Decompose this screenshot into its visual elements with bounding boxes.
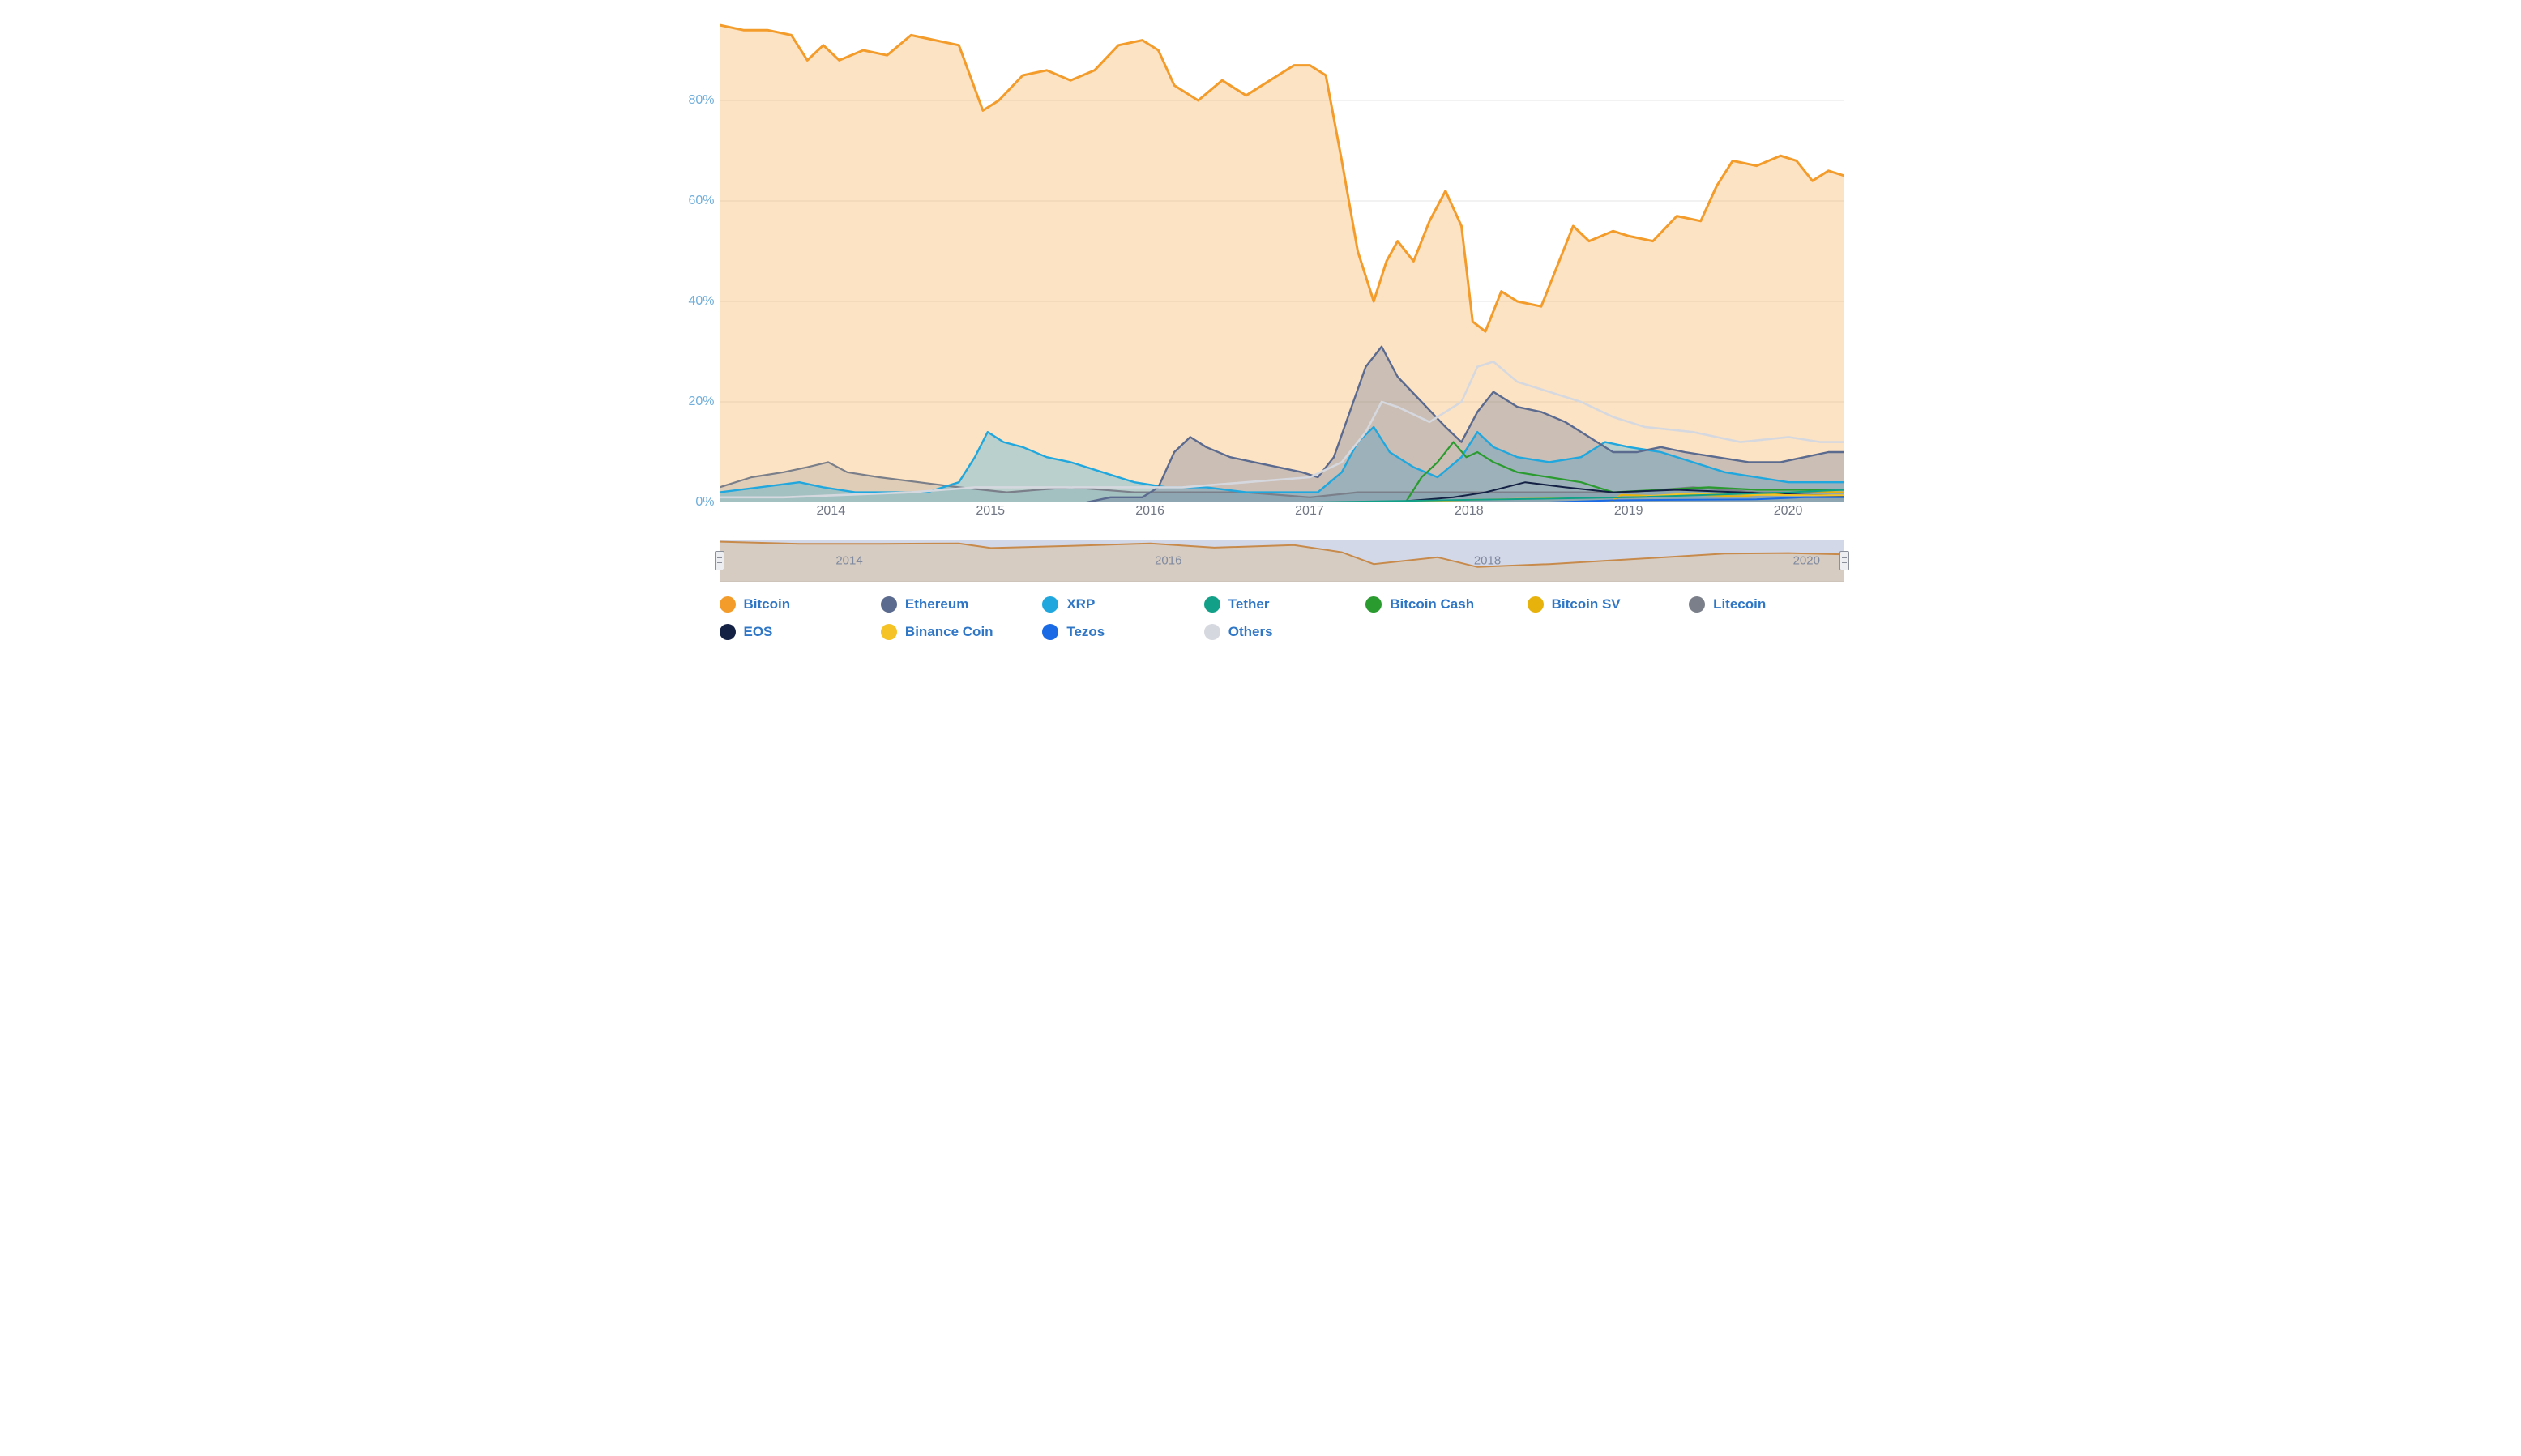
legend-item-tether[interactable]: Tether (1204, 596, 1359, 613)
legend-label: Others (1228, 624, 1273, 640)
legend-item-tezos[interactable]: Tezos (1042, 624, 1197, 640)
range-navigator[interactable]: 2014201620182020 (720, 540, 1844, 582)
legend-label: Bitcoin (744, 596, 791, 613)
legend-label: Ethereum (905, 596, 968, 613)
legend-label: Litecoin (1713, 596, 1766, 613)
plot-area[interactable] (720, 0, 1844, 502)
legend-item-binancecoin[interactable]: Binance Coin (881, 624, 1036, 640)
legend-item-xrp[interactable]: XRP (1042, 596, 1197, 613)
x-tick: 2014 (817, 504, 846, 519)
y-tick: 20% (688, 395, 714, 409)
legend-item-bitcoincash[interactable]: Bitcoin Cash (1365, 596, 1520, 613)
legend-label: Tether (1228, 596, 1270, 613)
legend-dot-icon (720, 624, 736, 640)
x-tick: 2020 (1774, 504, 1803, 519)
legend-label: Bitcoin Cash (1390, 596, 1474, 613)
legend-label: EOS (744, 624, 773, 640)
chart-container: 0%20%40%60%80% 2014201520162017201820192… (669, 0, 1852, 648)
legend-dot-icon (1528, 596, 1544, 613)
legend-item-bitcoinsv[interactable]: Bitcoin SV (1528, 596, 1682, 613)
legend-dot-icon (1204, 624, 1220, 640)
legend-dot-icon (881, 624, 897, 640)
legend-label: Binance Coin (905, 624, 993, 640)
x-tick: 2016 (1135, 504, 1164, 519)
y-tick: 0% (695, 495, 714, 510)
legend-item-others[interactable]: Others (1204, 624, 1359, 640)
legend-label: XRP (1066, 596, 1095, 613)
legend-label: Bitcoin SV (1552, 596, 1621, 613)
legend-dot-icon (1042, 624, 1058, 640)
range-handle-left[interactable] (715, 551, 724, 570)
legend: Bitcoin Ethereum XRP Tether Bitcoin Cash Bitc… (677, 596, 1844, 640)
legend-dot-icon (881, 596, 897, 613)
legend-item-bitcoin[interactable]: Bitcoin (720, 596, 874, 613)
y-tick: 40% (688, 294, 714, 309)
y-axis: 0%20%40%60%80% (677, 0, 720, 502)
legend-dot-icon (1365, 596, 1382, 613)
range-handle-right[interactable] (1839, 551, 1849, 570)
legend-dot-icon (720, 596, 736, 613)
legend-item-litecoin[interactable]: Litecoin (1689, 596, 1844, 613)
legend-item-ethereum[interactable]: Ethereum (881, 596, 1036, 613)
x-tick: 2019 (1614, 504, 1643, 519)
x-axis: 2014 2015 2016 2017 2018 2019 2020 (720, 502, 1844, 519)
y-tick: 80% (688, 93, 714, 108)
main-chart: 0%20%40%60%80% 2014201520162017201820192… (677, 0, 1844, 519)
x-tick: 2018 (1455, 504, 1484, 519)
legend-item-eos[interactable]: EOS (720, 624, 874, 640)
legend-dot-icon (1042, 596, 1058, 613)
x-tick: 2015 (976, 504, 1005, 519)
legend-dot-icon (1689, 596, 1705, 613)
legend-label: Tezos (1066, 624, 1105, 640)
x-tick: 2017 (1295, 504, 1324, 519)
legend-dot-icon (1204, 596, 1220, 613)
y-tick: 60% (688, 194, 714, 208)
